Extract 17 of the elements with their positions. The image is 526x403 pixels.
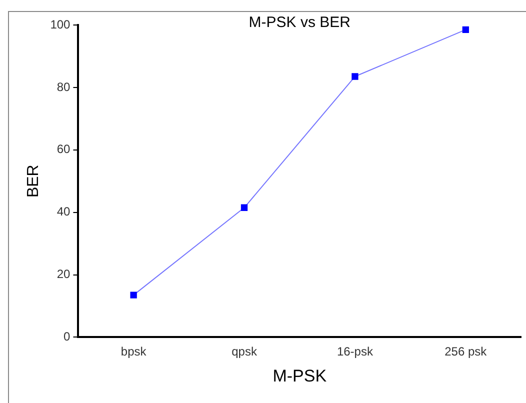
point (462, 26, 469, 34)
x-tick-label: 256 psk (444, 344, 488, 359)
y-axis-title: BER (25, 164, 42, 198)
y-tick-label: 20 (56, 267, 71, 282)
x-axis-title: M-PSK (272, 366, 328, 386)
x-tick-label: 16-psk (336, 344, 374, 359)
x-tick-label: bpsk (120, 344, 148, 359)
y-tick-label: 40 (56, 204, 71, 219)
x-tick-label: qpsk (232, 344, 258, 359)
point (352, 73, 358, 80)
chart-title: M-PSK vs BER (248, 14, 351, 32)
point (240, 204, 248, 211)
point (130, 292, 137, 298)
y-tick-label: 60 (56, 142, 71, 156)
y-tick-label: 80 (56, 80, 71, 94)
y-tick-label: 0 (64, 330, 71, 344)
y-tick-label: 100 (50, 17, 71, 32)
